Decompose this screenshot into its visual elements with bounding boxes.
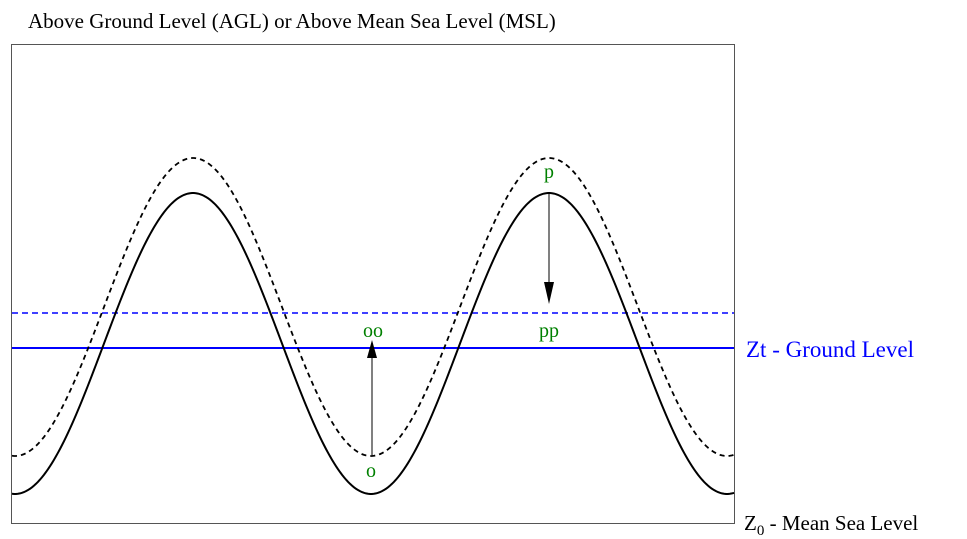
terrain-curve — [11, 192, 735, 495]
arrow-o-to-oo-head — [367, 340, 377, 358]
point-p-label: p — [544, 161, 554, 183]
point-oo-label: oo — [363, 320, 383, 342]
msl-rest: - Mean Sea Level — [764, 511, 918, 535]
plot-frame — [11, 44, 735, 524]
terrain-offset-curve — [11, 157, 735, 457]
point-o-label: o — [366, 460, 376, 482]
diagram-title: Above Ground Level (AGL) or Above Mean S… — [28, 9, 556, 33]
mean-sea-level-label: Z0 - Mean Sea Level — [744, 511, 918, 539]
ground-level-label: Zt - Ground Level — [746, 337, 914, 362]
msl-subscript: 0 — [757, 523, 765, 539]
arrow-p-to-pp-head — [544, 282, 554, 304]
msl-z: Z — [744, 511, 757, 535]
point-pp-label: pp — [539, 320, 559, 342]
